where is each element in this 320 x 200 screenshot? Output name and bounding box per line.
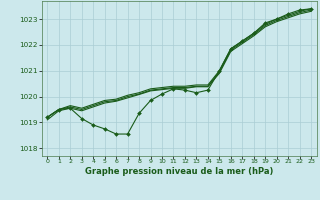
X-axis label: Graphe pression niveau de la mer (hPa): Graphe pression niveau de la mer (hPa) bbox=[85, 167, 273, 176]
